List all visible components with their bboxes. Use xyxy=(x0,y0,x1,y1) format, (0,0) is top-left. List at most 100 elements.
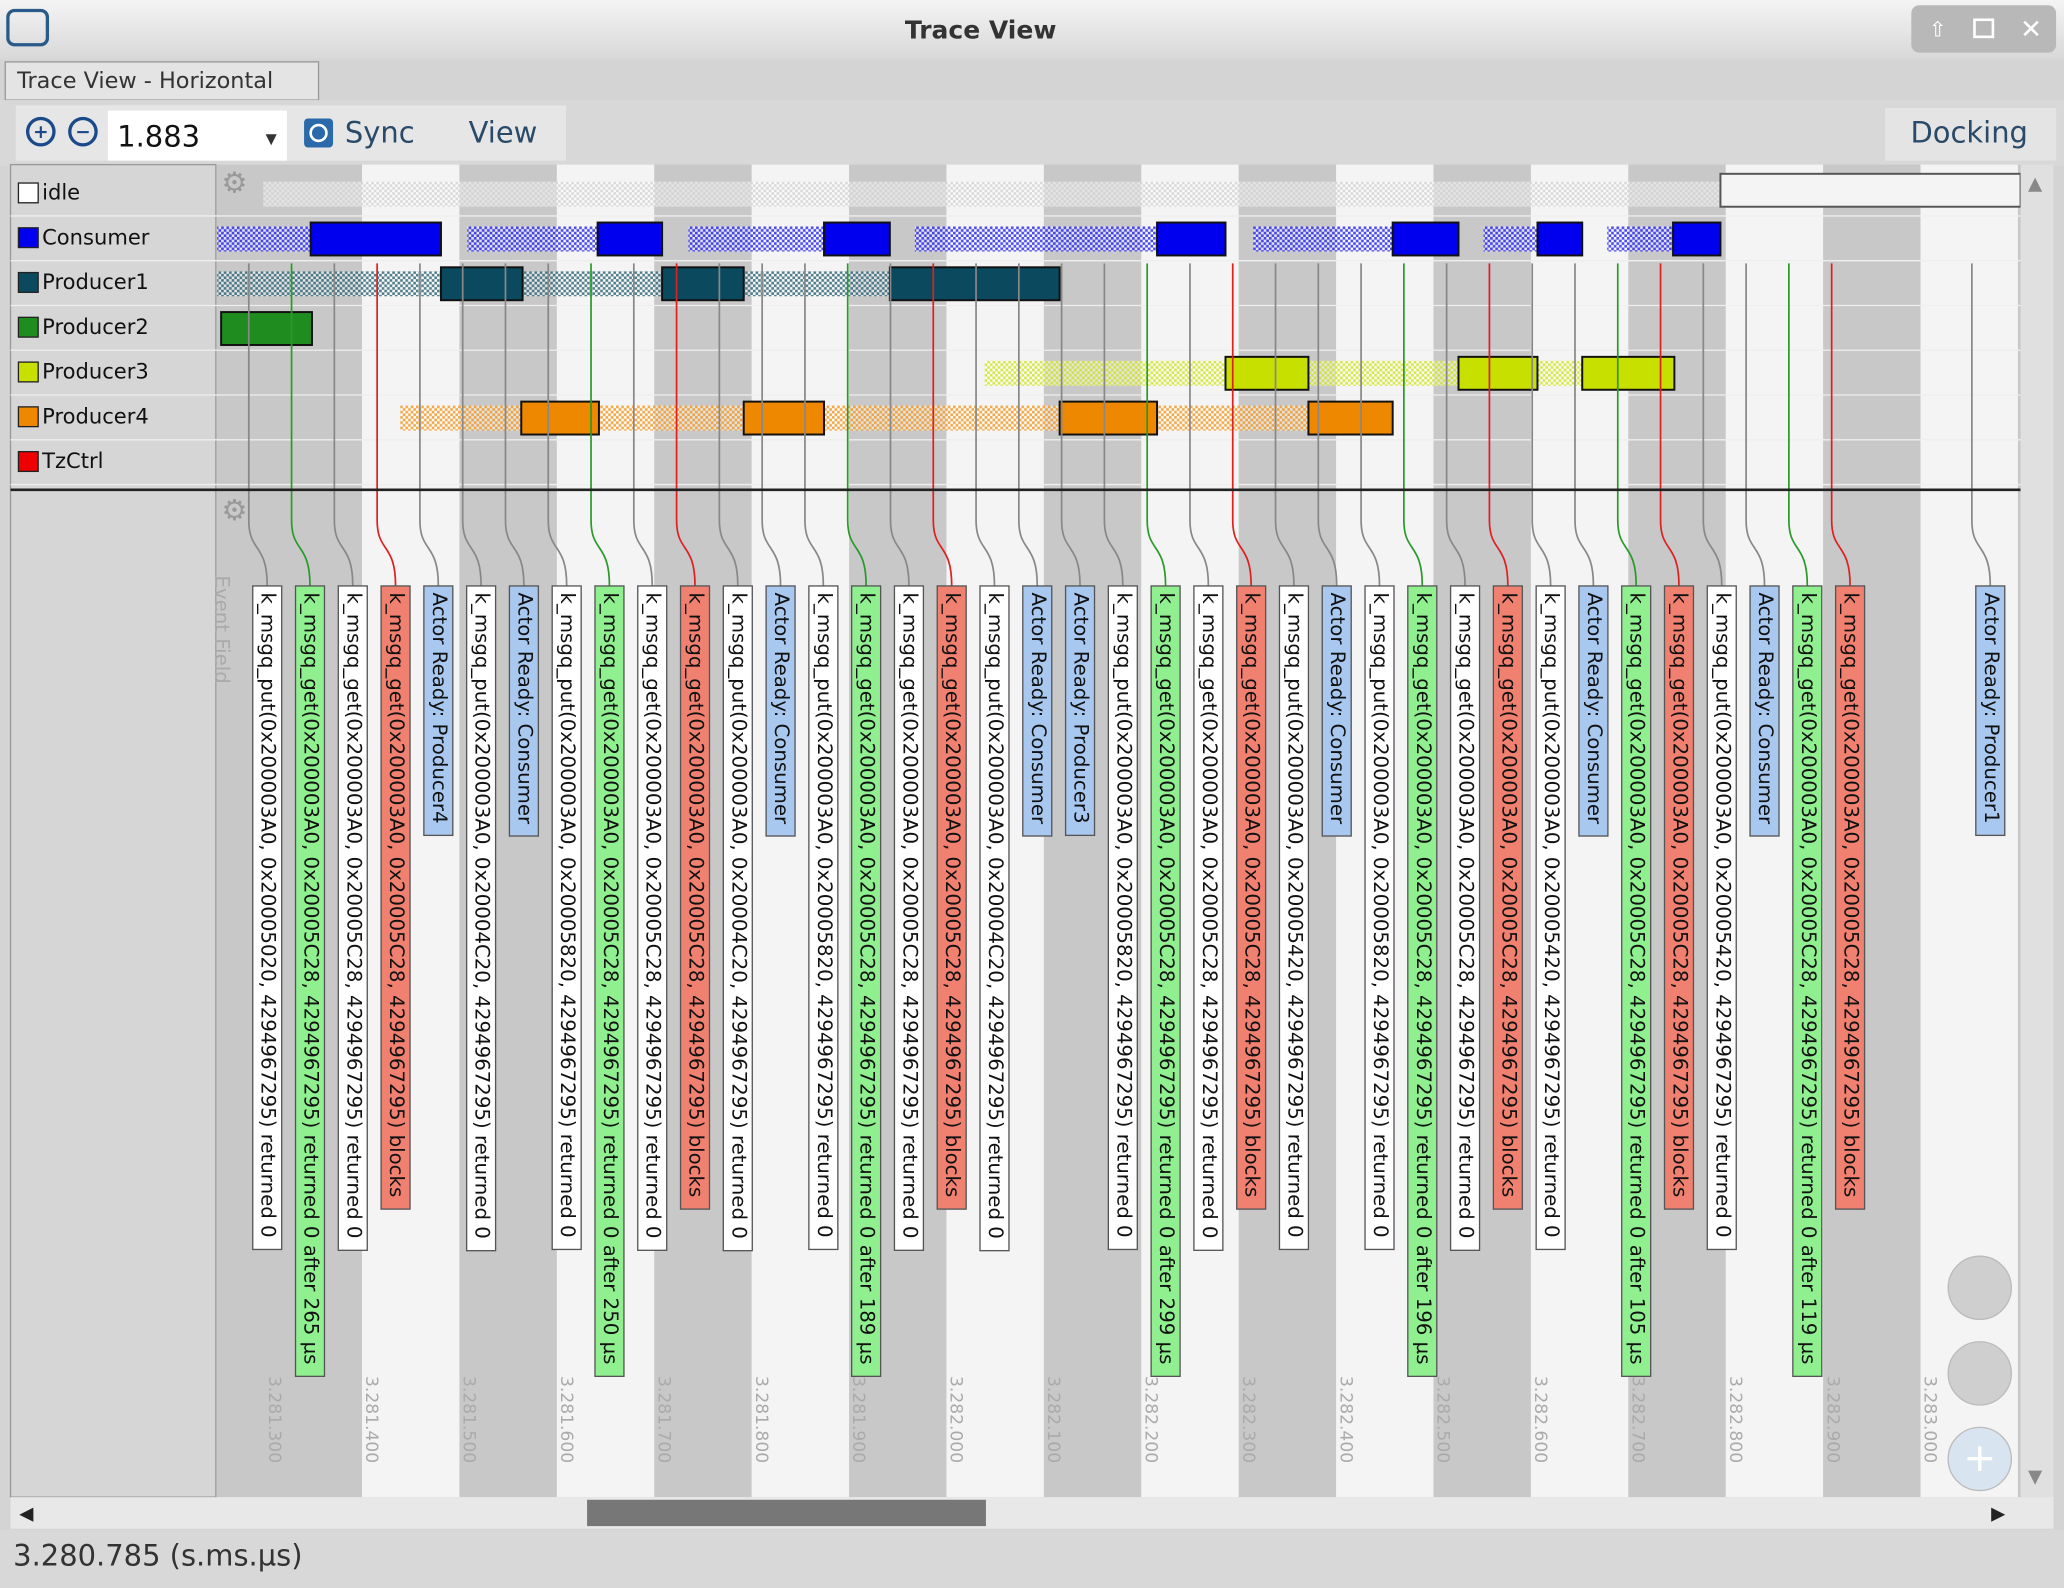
event-label[interactable]: k_msgq_get(0x200003A0, 0x20005C28, 42949… xyxy=(1492,585,1523,1210)
event-box[interactable] xyxy=(979,585,1010,1252)
event-text[interactable]: Actor Ready: Producer3 xyxy=(1070,593,1093,824)
event-text[interactable]: k_msgq_get(0x200003A0, 0x20005C28, 42949… xyxy=(1412,593,1435,1365)
event-label[interactable]: Actor Ready: Producer4 xyxy=(423,585,454,837)
event-label[interactable]: Actor Ready: Consumer xyxy=(1022,585,1053,837)
event-label[interactable]: Actor Ready: Consumer xyxy=(1578,585,1609,837)
event-box[interactable] xyxy=(637,585,668,1251)
event-box[interactable] xyxy=(423,585,454,837)
event-text[interactable]: Actor Ready: Consumer xyxy=(770,593,793,826)
event-label[interactable]: k_msgq_put(0x200003A0, 0x20005420, 42949… xyxy=(1706,585,1737,1251)
event-label[interactable]: k_msgq_get(0x200003A0, 0x20005C28, 42949… xyxy=(1663,585,1695,1210)
event-text[interactable]: k_msgq_get(0x200003A0, 0x20005C28, 42949… xyxy=(1668,593,1691,1198)
event-label[interactable]: k_msgq_get(0x200003A0, 0x20005C28, 42949… xyxy=(1834,585,1866,1210)
tab-label[interactable]: Trace View - Horizontal xyxy=(16,68,273,94)
maximize-button[interactable]: ⇧ xyxy=(1929,16,1947,41)
event-box[interactable] xyxy=(1193,585,1224,1251)
event-box[interactable] xyxy=(1107,585,1138,1251)
event-label[interactable]: Actor Ready: Producer3 xyxy=(1064,585,1096,837)
docking-button[interactable]: Docking xyxy=(1910,115,2027,149)
event-box[interactable] xyxy=(1706,585,1737,1251)
close-button[interactable]: ✕ xyxy=(2020,15,2042,45)
event-box[interactable] xyxy=(1492,585,1523,1210)
docking-button-bg[interactable] xyxy=(1884,107,2057,161)
event-text[interactable]: k_msgq_put(0x200003A0, 0x20004C20, 42949… xyxy=(984,593,1007,1239)
event-box[interactable] xyxy=(893,585,925,1251)
window-controls[interactable] xyxy=(1911,5,2057,53)
event-box[interactable] xyxy=(1792,585,1823,1377)
event-text[interactable]: k_msgq_get(0x200003A0, 0x20005C28, 42949… xyxy=(685,593,708,1198)
event-label[interactable]: Actor Ready: Consumer xyxy=(508,585,540,837)
overlay-button-1[interactable] xyxy=(1947,1255,2013,1321)
event-box[interactable] xyxy=(1321,585,1352,837)
zoom-out-button[interactable] xyxy=(68,116,98,147)
event-box[interactable] xyxy=(294,585,326,1377)
event-label[interactable]: k_msgq_put(0x200003A0, 0x20005820, 42949… xyxy=(551,585,582,1251)
event-box[interactable] xyxy=(765,585,796,837)
tab[interactable] xyxy=(4,61,320,101)
event-label[interactable]: Actor Ready: Producer1 xyxy=(1975,585,2006,837)
event-box[interactable] xyxy=(722,585,753,1252)
event-label[interactable]: k_msgq_put(0x200003A0, 0x20005820, 42949… xyxy=(1107,585,1138,1251)
event-box[interactable] xyxy=(1022,585,1053,837)
event-label[interactable]: k_msgq_get(0x200003A0, 0x20005C28, 42949… xyxy=(1150,585,1181,1377)
event-text[interactable]: k_msgq_get(0x200003A0, 0x20005C28, 42949… xyxy=(1455,593,1478,1239)
event-label[interactable]: k_msgq_get(0x200003A0, 0x20005C28, 42949… xyxy=(679,585,711,1210)
event-box[interactable] xyxy=(808,585,839,1251)
event-box[interactable] xyxy=(380,585,411,1210)
event-text[interactable]: Actor Ready: Consumer xyxy=(513,593,536,826)
vertical-scrollbar[interactable] xyxy=(2020,164,2054,1498)
view-menu[interactable]: View xyxy=(469,115,538,149)
event-label[interactable]: k_msgq_get(0x200003A0, 0x20005C28, 42949… xyxy=(1621,585,1652,1377)
event-box[interactable] xyxy=(1407,585,1438,1377)
event-box[interactable] xyxy=(1663,585,1695,1210)
event-label[interactable]: Actor Ready: Consumer xyxy=(765,585,796,837)
event-label[interactable]: k_msgq_put(0x200003A0, 0x20005020, 42949… xyxy=(252,585,283,1251)
event-box[interactable] xyxy=(1449,585,1481,1251)
event-text[interactable]: k_msgq_get(0x200003A0, 0x20005C28, 42949… xyxy=(1840,593,1863,1198)
event-text[interactable]: Actor Ready: Producer1 xyxy=(1980,593,2003,824)
event-box[interactable] xyxy=(594,585,625,1377)
event-label[interactable]: k_msgq_put(0x200003A0, 0x20004C20, 42949… xyxy=(979,585,1010,1252)
event-box[interactable] xyxy=(1150,585,1181,1377)
scroll-thumb[interactable] xyxy=(587,1499,986,1527)
event-text[interactable]: k_msgq_get(0x200003A0, 0x20005C28, 42949… xyxy=(941,593,964,1198)
event-box[interactable] xyxy=(337,585,368,1251)
zoom-input[interactable] xyxy=(107,110,287,161)
event-label[interactable]: k_msgq_get(0x200003A0, 0x20005C28, 42949… xyxy=(637,585,668,1251)
event-text[interactable]: k_msgq_put(0x200003A0, 0x20005820, 42949… xyxy=(556,593,579,1238)
zoom-in-button[interactable] xyxy=(25,116,56,147)
event-label[interactable]: Actor Ready: Consumer xyxy=(1749,585,1780,837)
event-box[interactable] xyxy=(1535,585,1566,1251)
event-text[interactable]: k_msgq_put(0x200003A0, 0x20005820, 42949… xyxy=(813,593,836,1238)
scroll-left[interactable]: ◀ xyxy=(19,1503,34,1524)
event-box[interactable] xyxy=(851,585,882,1377)
horizontal-scrollbar[interactable] xyxy=(10,1497,2054,1529)
event-label[interactable]: k_msgq_put(0x200003A0, 0x20004C20, 42949… xyxy=(465,585,497,1252)
event-label[interactable]: k_msgq_get(0x200003A0, 0x20005C28, 42949… xyxy=(1236,585,1267,1210)
event-label[interactable]: k_msgq_get(0x200003A0, 0x20005C28, 42949… xyxy=(1407,585,1438,1377)
scroll-down[interactable]: ▼ xyxy=(2028,1466,2043,1487)
event-label[interactable]: k_msgq_put(0x200003A0, 0x20005420, 42949… xyxy=(1278,585,1310,1251)
restore-button[interactable] xyxy=(1973,18,1995,39)
event-text[interactable]: k_msgq_put(0x200003A0, 0x20005820, 42949… xyxy=(1369,593,1392,1238)
event-label[interactable]: k_msgq_put(0x200003A0, 0x20005420, 42949… xyxy=(1535,585,1566,1251)
event-box[interactable] xyxy=(1364,585,1395,1251)
event-text[interactable]: k_msgq_put(0x200003A0, 0x20005820, 42949… xyxy=(1112,593,1135,1238)
event-text[interactable]: k_msgq_get(0x200003A0, 0x20005C28, 42949… xyxy=(856,593,879,1365)
event-text[interactable]: k_msgq_get(0x200003A0, 0x20005C28, 42949… xyxy=(1155,593,1178,1365)
event-box[interactable] xyxy=(679,585,711,1210)
event-text[interactable]: k_msgq_get(0x200003A0, 0x20005C28, 42949… xyxy=(1626,593,1649,1365)
event-box[interactable] xyxy=(1834,585,1866,1210)
event-text[interactable]: k_msgq_put(0x200003A0, 0x20004C20, 42949… xyxy=(727,593,750,1239)
sync-button[interactable]: Sync xyxy=(345,115,415,149)
event-text[interactable]: k_msgq_put(0x200003A0, 0x20005420, 42949… xyxy=(1711,593,1734,1238)
event-box[interactable] xyxy=(936,585,967,1210)
event-text[interactable]: Actor Ready: Consumer xyxy=(1754,593,1777,826)
event-box[interactable] xyxy=(1975,585,2006,837)
event-label[interactable]: k_msgq_get(0x200003A0, 0x20005C28, 42949… xyxy=(893,585,925,1251)
event-label[interactable]: k_msgq_get(0x200003A0, 0x20005C28, 42949… xyxy=(936,585,967,1210)
event-label[interactable]: k_msgq_get(0x200003A0, 0x20005C28, 42949… xyxy=(1449,585,1481,1251)
event-label[interactable]: k_msgq_get(0x200003A0, 0x20005C28, 42949… xyxy=(1193,585,1224,1251)
event-label[interactable]: k_msgq_get(0x200003A0, 0x20005C28, 42949… xyxy=(851,585,882,1377)
event-label[interactable]: k_msgq_put(0x200003A0, 0x20005820, 42949… xyxy=(1364,585,1395,1251)
